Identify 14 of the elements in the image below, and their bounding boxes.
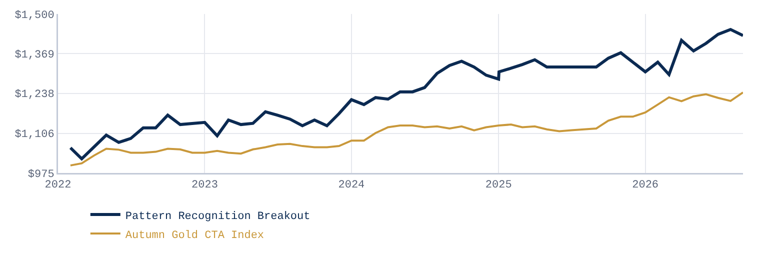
y-tick-label: $1,500 — [14, 10, 54, 22]
x-tick-label: 2022 — [44, 180, 72, 192]
x-tick-label: 2026 — [632, 180, 659, 192]
y-tick-label: $1,369 — [14, 50, 54, 62]
line-series — [68, 28, 743, 160]
x-tick-label: 2024 — [338, 180, 366, 192]
y-tick-label: $975 — [28, 168, 54, 181]
y-tick-label: $1,238 — [14, 89, 54, 102]
x-tick-label: 2025 — [485, 180, 512, 192]
legend-label: Pattern Recognition Breakout — [125, 210, 310, 223]
x-tick-label: 2023 — [192, 180, 218, 192]
legend-label: Autumn Gold CTA Index — [125, 230, 264, 242]
y-tick-label: $1,106 — [14, 129, 54, 142]
line-series — [69, 91, 743, 166]
